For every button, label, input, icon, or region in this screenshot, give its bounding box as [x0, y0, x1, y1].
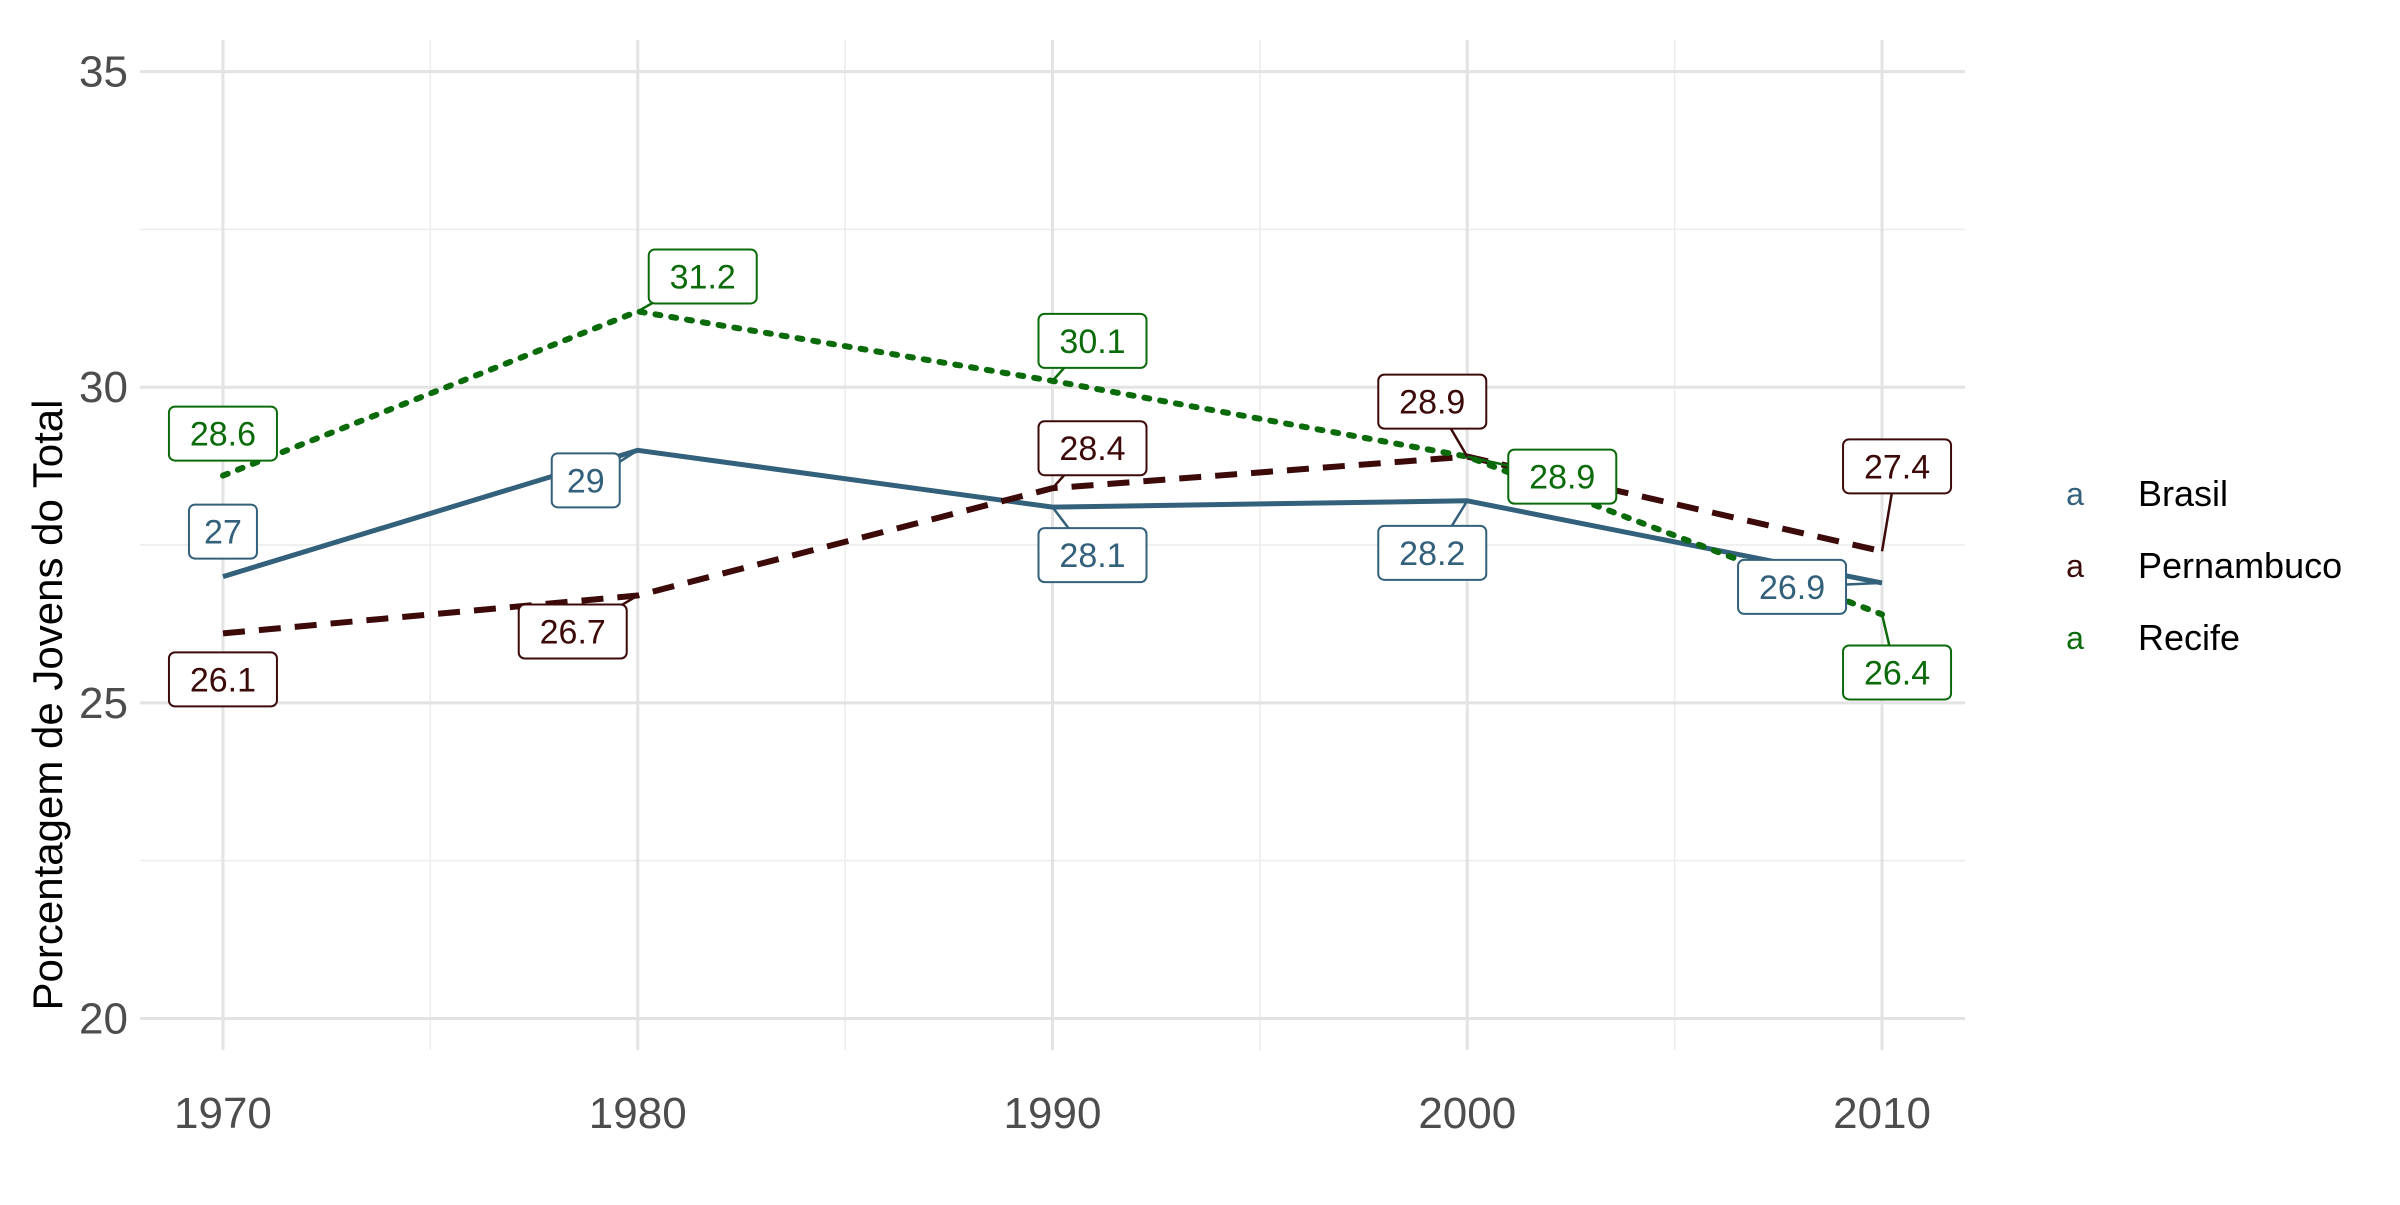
- series-line-recife: [220, 308, 1885, 618]
- data-label-box: [550, 452, 621, 509]
- legend: a Brasil a Pernambuco a Recife: [2066, 473, 2342, 658]
- data-label-text: 28.9: [1399, 384, 1465, 422]
- x-tick-label: 1980: [589, 1089, 687, 1138]
- legend-label: Brasil: [2138, 473, 2228, 514]
- x-tick-label: 2000: [1418, 1089, 1516, 1138]
- data-label-text: 28.4: [1059, 430, 1125, 468]
- data-label-recife: 30.1: [1037, 312, 1148, 382]
- data-label-box: [167, 651, 278, 708]
- data-label-box: [1842, 644, 1953, 701]
- data-label-box: [517, 603, 628, 660]
- data-label-text: 28.2: [1399, 535, 1465, 573]
- data-label-recife: 31.2: [637, 248, 758, 313]
- data-label-text: 28.1: [1059, 537, 1125, 575]
- axes: 1970 1980 1990 2000 2010 20 25 30 35: [79, 48, 1931, 1138]
- data-label-text: 26.7: [540, 614, 606, 652]
- series-line-brasil: [222, 447, 1883, 586]
- data-label-box: [1037, 312, 1148, 369]
- y-tick-label: 35: [79, 48, 128, 97]
- x-tick-label: 1970: [174, 1089, 272, 1138]
- legend-key: a: [2066, 620, 2084, 656]
- x-tick-label: 2010: [1833, 1089, 1931, 1138]
- data-label-text: 28.9: [1529, 459, 1595, 497]
- legend-label: Pernambuco: [2138, 545, 2342, 586]
- data-label-pernambuco: 27.4: [1842, 438, 1953, 552]
- data-label-box: [1507, 448, 1618, 505]
- data-label-box: [1377, 373, 1488, 430]
- data-label-text: 29: [567, 462, 605, 500]
- data-label-box: [187, 503, 258, 560]
- legend-label: Recife: [2138, 617, 2240, 658]
- data-label-brasil: 26.9: [1737, 558, 1883, 615]
- data-label-brasil: 27: [187, 503, 258, 560]
- data-label-pernambuco: 26.7: [517, 594, 639, 660]
- y-axis-title: Porcentagem de Jovens do Total: [24, 400, 71, 1011]
- data-label-box: [647, 248, 758, 305]
- data-label-box: [167, 405, 278, 462]
- legend-item-recife: a Recife: [2066, 617, 2240, 658]
- data-label-pernambuco: 28.9: [1377, 373, 1488, 458]
- data-label-recife: 28.6: [167, 405, 278, 462]
- data-label-text: 26.4: [1864, 654, 1930, 692]
- y-tick-label: 30: [79, 363, 128, 412]
- data-label-pernambuco: 28.4: [1037, 420, 1148, 490]
- data-label-text: 28.6: [190, 416, 256, 454]
- series-lines: [220, 308, 1885, 637]
- data-label-brasil: 29: [550, 449, 639, 509]
- data-label-box: [1377, 524, 1488, 581]
- label-leader: [1447, 423, 1469, 458]
- data-label-text: 26.1: [190, 661, 256, 699]
- legend-item-pernambuco: a Pernambuco: [2066, 545, 2342, 586]
- data-label-recife: 26.4: [1842, 614, 1953, 701]
- legend-item-brasil: a Brasil: [2066, 473, 2228, 514]
- data-label-box: [1037, 527, 1148, 584]
- data-label-text: 30.1: [1059, 323, 1125, 361]
- data-label-brasil: 28.2: [1377, 500, 1488, 581]
- data-label-text: 31.2: [670, 258, 736, 296]
- legend-key: a: [2066, 548, 2084, 584]
- data-label-brasil: 28.1: [1037, 506, 1148, 584]
- x-tick-label: 1990: [1004, 1089, 1102, 1138]
- y-tick-label: 25: [79, 679, 128, 728]
- data-label-box: [1737, 558, 1848, 615]
- data-label-text: 26.9: [1759, 569, 1825, 607]
- data-label-box: [1842, 438, 1953, 495]
- data-label-recife: 28.9: [1467, 448, 1618, 505]
- label-leader: [1880, 614, 1891, 647]
- data-label-box: [1037, 420, 1148, 477]
- y-tick-label: 20: [79, 994, 128, 1043]
- series-line-pernambuco: [222, 453, 1883, 637]
- data-label-text: 27: [204, 514, 242, 552]
- data-label-text: 27.4: [1864, 448, 1930, 486]
- legend-key: a: [2066, 476, 2084, 512]
- data-labels: 27 29 28.1 28.2 26.9 26.1 26.7 28.4 28.9 27.4 28.6…: [167, 248, 1953, 708]
- label-leader: [1880, 492, 1894, 552]
- data-label-pernambuco: 26.1: [167, 651, 278, 708]
